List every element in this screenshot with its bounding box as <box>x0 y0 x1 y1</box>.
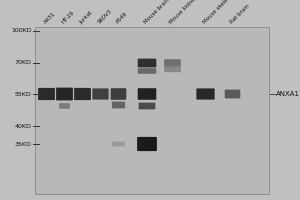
FancyBboxPatch shape <box>137 137 157 151</box>
FancyBboxPatch shape <box>139 103 155 109</box>
Bar <box>34 27 268 194</box>
Text: 70KD: 70KD <box>15 60 32 66</box>
FancyBboxPatch shape <box>59 103 70 109</box>
Text: Mouse brain: Mouse brain <box>143 0 171 25</box>
FancyBboxPatch shape <box>38 88 55 100</box>
Text: A549: A549 <box>115 11 129 25</box>
FancyBboxPatch shape <box>138 88 156 100</box>
FancyBboxPatch shape <box>196 88 215 100</box>
FancyBboxPatch shape <box>112 142 125 146</box>
Text: 35KD: 35KD <box>15 142 32 146</box>
Text: HT-29: HT-29 <box>61 10 76 25</box>
FancyBboxPatch shape <box>138 59 156 67</box>
FancyBboxPatch shape <box>111 88 126 100</box>
Text: ANXA11: ANXA11 <box>276 91 300 97</box>
FancyBboxPatch shape <box>138 68 156 74</box>
Text: 100KD: 100KD <box>11 28 32 33</box>
FancyBboxPatch shape <box>92 88 109 100</box>
FancyBboxPatch shape <box>112 102 125 108</box>
FancyBboxPatch shape <box>56 88 73 100</box>
FancyBboxPatch shape <box>225 90 240 98</box>
FancyBboxPatch shape <box>164 67 181 72</box>
Text: A431: A431 <box>43 11 57 25</box>
FancyBboxPatch shape <box>74 88 91 100</box>
Text: Mouse kidney: Mouse kidney <box>169 0 199 25</box>
Text: Jurkat: Jurkat <box>79 10 94 25</box>
Text: SKOV3: SKOV3 <box>97 9 113 25</box>
Text: 55KD: 55KD <box>15 92 32 97</box>
Text: 40KD: 40KD <box>15 123 32 129</box>
Text: Rat brain: Rat brain <box>229 4 250 25</box>
FancyBboxPatch shape <box>164 59 181 67</box>
Text: Mouse skeletal muscle: Mouse skeletal muscle <box>202 0 250 25</box>
